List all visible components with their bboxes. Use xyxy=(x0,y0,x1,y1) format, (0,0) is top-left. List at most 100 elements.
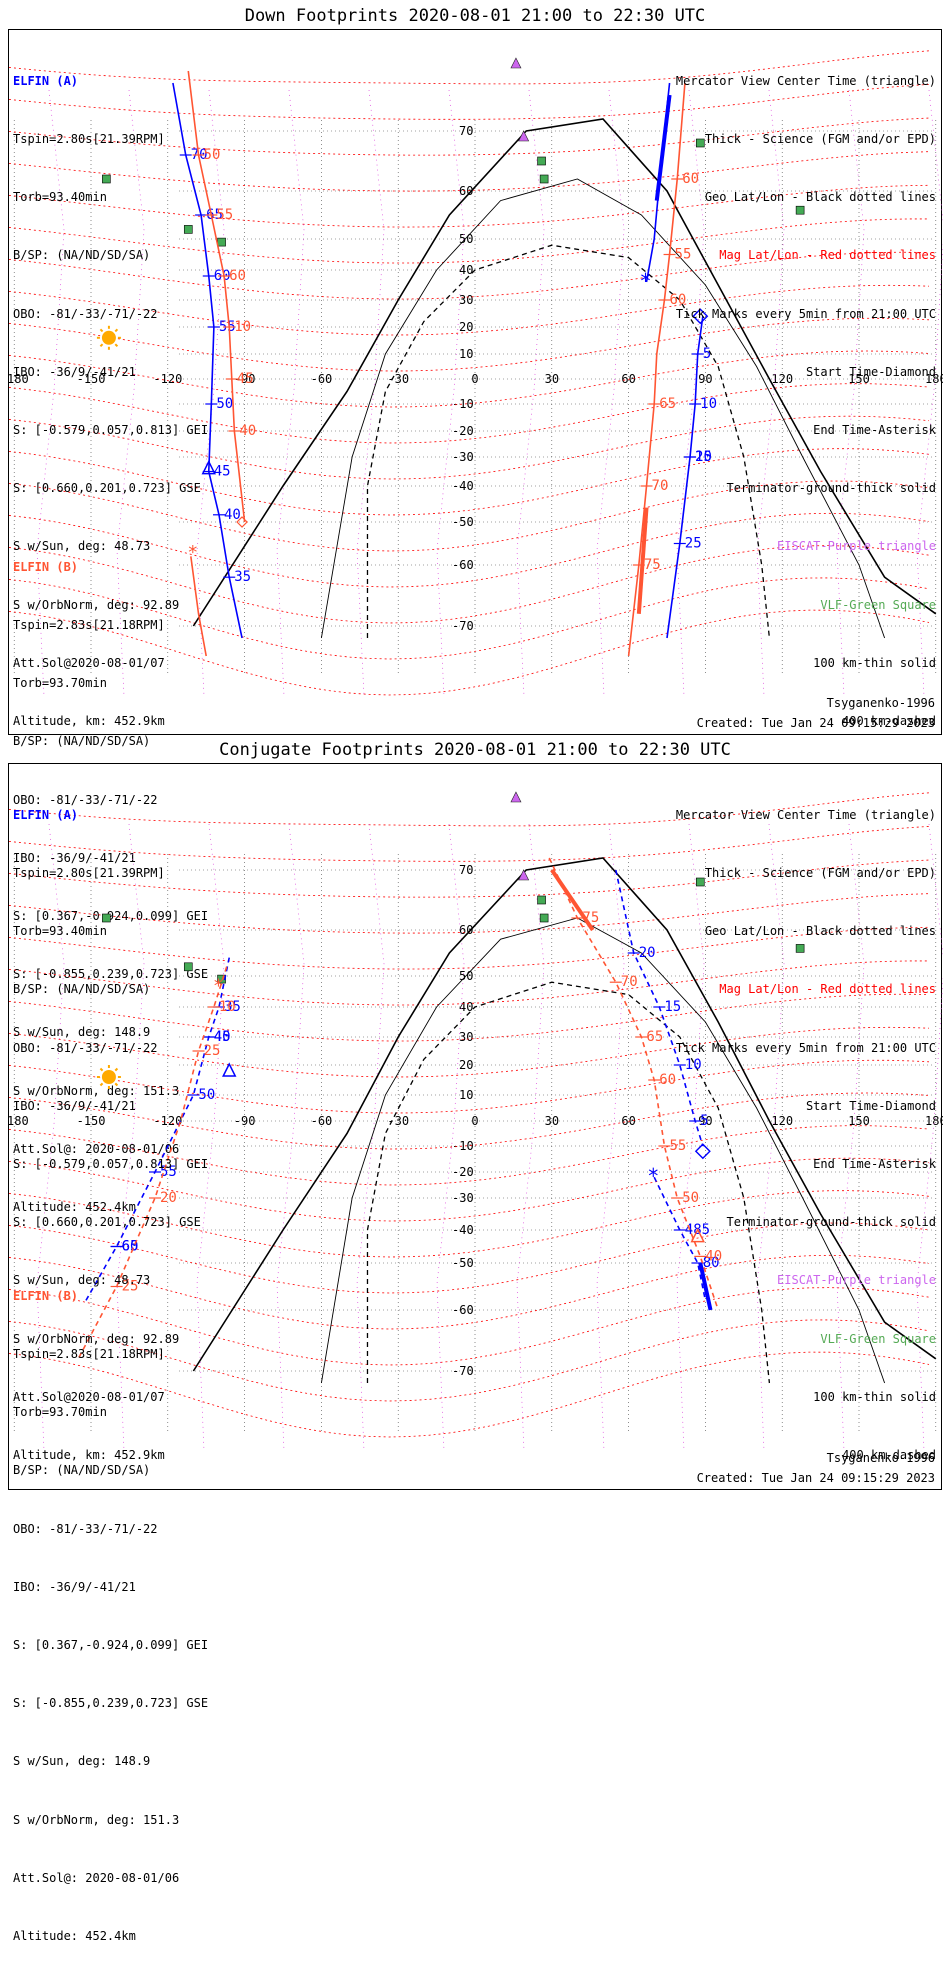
end-asterisk-icon: * xyxy=(640,269,652,293)
legend-item: EISCAT-Purple triangle xyxy=(777,1273,936,1288)
lon-tick-label: -90 xyxy=(234,1114,256,1128)
elfin-b-track-west-2 xyxy=(190,556,207,657)
mag-meridian xyxy=(596,823,625,1452)
mag-parallel xyxy=(9,1319,930,1402)
track-tick-label: 50 xyxy=(216,396,233,412)
track-tick-label: 20 xyxy=(695,449,712,465)
terminator-100km xyxy=(320,178,886,639)
track-tick-label: 5 xyxy=(700,1113,708,1129)
lat-tick-label: -40 xyxy=(452,479,474,493)
lat-tick-label: -60 xyxy=(452,558,474,572)
legend-item: Tick Marks every 5min from 21:00 UTC xyxy=(675,1040,936,1055)
start-diamond-icon xyxy=(694,1143,711,1160)
lat-tick-label: -10 xyxy=(452,397,474,411)
track-tick-label: 50 xyxy=(204,147,221,163)
center-time-triangle-icon xyxy=(201,459,216,475)
track-tick-label: 75 xyxy=(644,557,661,573)
mag-parallel xyxy=(9,545,930,624)
track-tick-label: 60 xyxy=(659,1072,676,1088)
mag-meridian xyxy=(836,89,865,697)
mag-parallel xyxy=(9,1351,930,1438)
sun-ray xyxy=(99,1067,104,1072)
elfin-b-label: ELFIN (B) xyxy=(13,559,79,574)
sun-ray xyxy=(114,1067,119,1072)
lat-tick-label: -70 xyxy=(452,1364,474,1378)
elfin-a-info: ELFIN (A) Tspin=2.80s[21.39RPM] Torb=93.… xyxy=(13,33,208,770)
elfin-b-track-east xyxy=(627,82,686,657)
track-tick-label: 80 xyxy=(703,1255,720,1271)
lon-tick-label: -60 xyxy=(311,1114,333,1128)
lat-tick-label: -30 xyxy=(452,1191,474,1205)
elfin-a-line: OBO: -81/-33/-71/-22 xyxy=(13,306,158,321)
lat-tick-label: 10 xyxy=(459,347,473,361)
elfin-a-line: Altitude, km: 452.9km xyxy=(13,714,165,729)
mag-parallel xyxy=(9,1190,930,1258)
elfin-b-line: Altitude: 452.4km xyxy=(13,1200,136,1215)
elfin-a-label: ELFIN (A) xyxy=(13,73,79,88)
elfin-a-line: IBO: -36/9/-41/21 xyxy=(13,364,136,379)
elfin-a-track-east-south xyxy=(666,316,704,639)
mag-meridian xyxy=(356,823,385,1452)
lat-tick-label: 70 xyxy=(459,863,473,877)
mag-meridian xyxy=(356,89,385,697)
lat-tick-label: -40 xyxy=(452,1223,474,1237)
mag-meridian xyxy=(516,89,545,697)
lon-tick-label: -30 xyxy=(387,1114,409,1128)
lat-tick-label: -20 xyxy=(452,424,474,438)
lat-tick-label: 20 xyxy=(459,1058,473,1072)
mag-parallel xyxy=(9,577,930,660)
sun-icon xyxy=(101,1070,116,1084)
elfin-b-line: S w/OrbNorm, deg: 151.3 xyxy=(13,1812,180,1827)
conjugate-footprints-map: -180-150-120-90-60-300306090120150180706… xyxy=(9,791,943,1452)
lat-tick-label: -60 xyxy=(452,1303,474,1317)
mag-parallel xyxy=(9,218,930,264)
mag-meridian xyxy=(276,823,305,1452)
mag-parallel xyxy=(9,792,930,827)
mag-parallel xyxy=(9,448,930,516)
legend-item: Terminator-ground-thick solid xyxy=(726,481,936,496)
mag-parallel xyxy=(9,317,930,372)
legend-item: Mag Lat/Lon - Red dotted lines xyxy=(719,248,936,263)
lat-tick-label: -50 xyxy=(452,515,474,529)
track-tick-label: 40 xyxy=(224,507,241,523)
sun-ray xyxy=(99,328,104,333)
elfin-a-line: OBO: -81/-33/-71/-22 xyxy=(13,1040,158,1055)
mag-parallel xyxy=(9,1287,930,1366)
created-stamp: Created: Tue Jan 24 09:15:29 2023 xyxy=(696,716,935,730)
elfin-a-line: B/SP: (NA/ND/SD/SA) xyxy=(13,248,151,263)
lat-tick-label: 50 xyxy=(459,232,473,246)
track-tick-label: 20 xyxy=(160,1190,177,1206)
vlf-square-icon xyxy=(102,913,111,923)
panel-1-title: Down Footprints 2020-08-01 21:00 to 22:3… xyxy=(244,6,706,26)
legend-item: 400 km-dashed xyxy=(842,1448,936,1463)
lat-tick-label: 10 xyxy=(459,1088,473,1102)
lat-tick-label: 20 xyxy=(459,320,473,334)
legend-item: End Time-Asterisk xyxy=(813,1157,936,1172)
track-tick-label: 45 xyxy=(214,464,231,480)
legend-item: Geo Lat/Lon - Black dotted lines xyxy=(704,190,936,205)
lon-tick-label: -120 xyxy=(153,1114,182,1128)
lon-tick-label: -180 xyxy=(9,372,29,386)
start-diamond-icon xyxy=(236,516,248,528)
track-tick-label: 15 xyxy=(664,999,681,1015)
lat-tick-label: 30 xyxy=(459,293,473,307)
track-tick-label: 60 xyxy=(229,268,246,284)
mag-parallel xyxy=(9,926,930,970)
track-tick-label: 65 xyxy=(122,1239,139,1255)
terminator-ground xyxy=(192,118,937,627)
vlf-square-icon xyxy=(183,225,193,234)
track-tick-label: 10 xyxy=(700,396,717,412)
eiscat-triangle-icon xyxy=(518,130,530,142)
elfin-a-label: ELFIN (A) xyxy=(13,807,79,822)
mag-meridian xyxy=(916,89,943,697)
mag-parallel xyxy=(9,415,930,480)
start-diamond-icon xyxy=(692,308,709,325)
elfin-a-line: S: [-0.579,0.057,0.813] GEI xyxy=(13,1157,209,1172)
mag-parallel xyxy=(9,184,930,228)
mag-parallel xyxy=(9,859,930,898)
eiscat-triangle-icon xyxy=(510,57,522,69)
terminator-ground xyxy=(192,857,937,1372)
legend-item: Start Time-Diamond xyxy=(805,1098,936,1113)
track-tick-label: 55 xyxy=(669,1138,686,1154)
terminator-400km xyxy=(366,244,771,639)
